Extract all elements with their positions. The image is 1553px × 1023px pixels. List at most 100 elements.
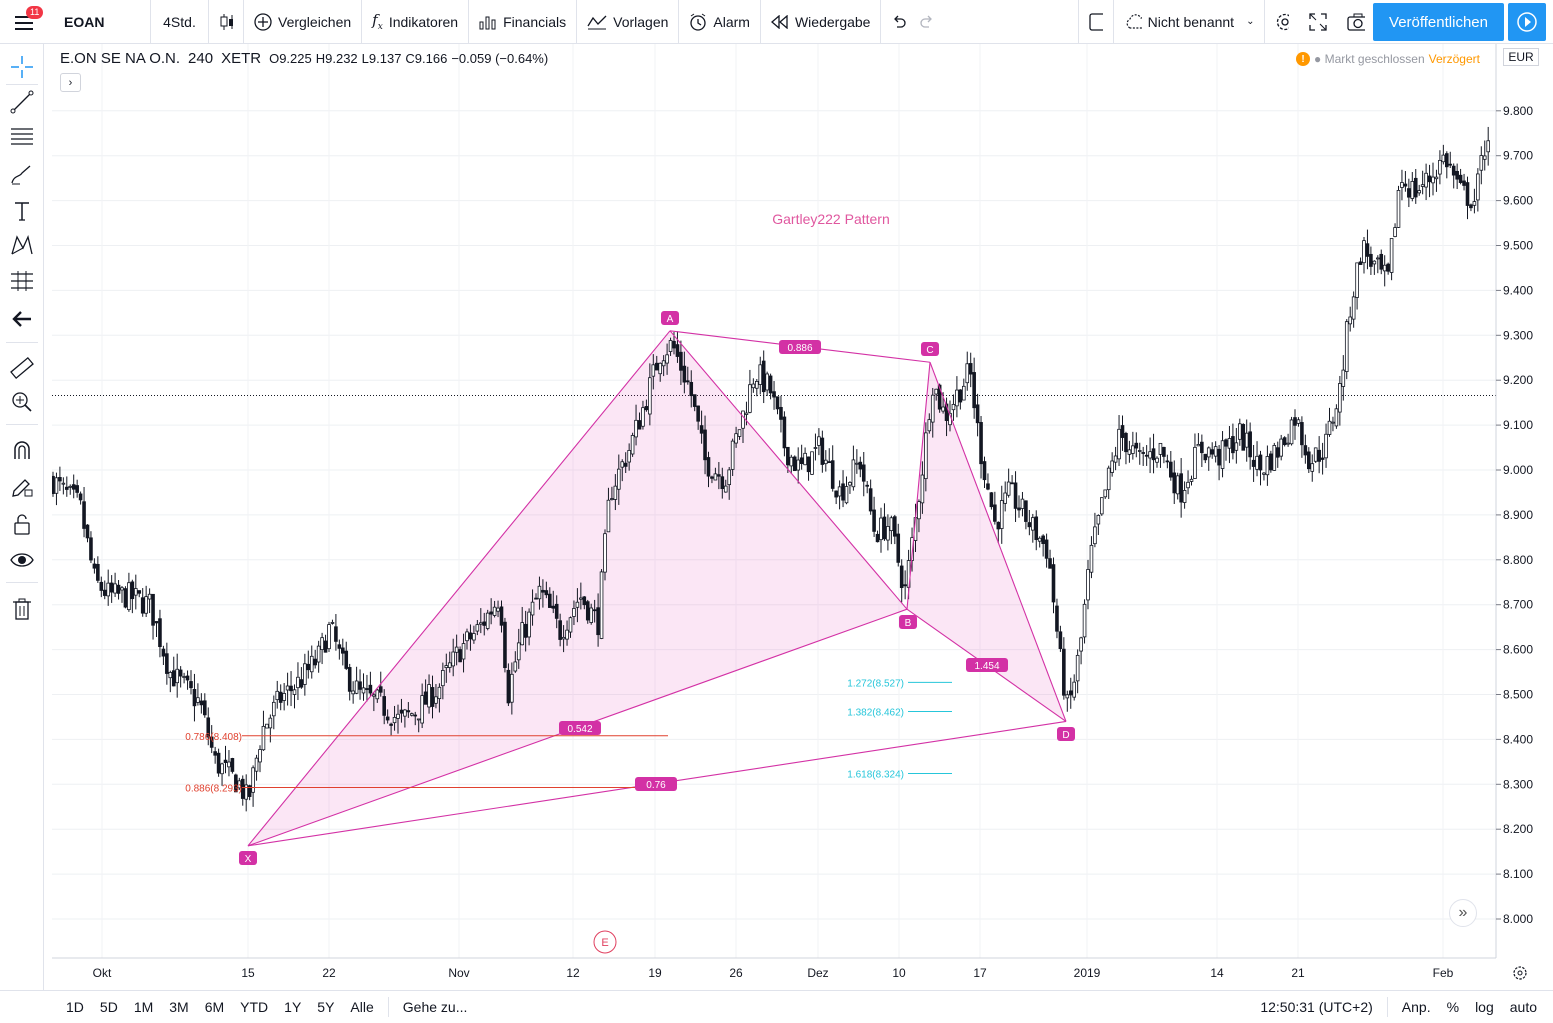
time-tick-label: Okt xyxy=(93,966,112,980)
candle-body xyxy=(675,344,680,357)
lock-drawings-tool[interactable] xyxy=(8,510,36,538)
percent-toggle[interactable]: % xyxy=(1446,999,1460,1015)
candle-body xyxy=(1413,177,1418,198)
legend-change: −0.059 (−0.64%) xyxy=(451,51,549,66)
trend-line-tool[interactable] xyxy=(8,88,36,116)
templates-button[interactable]: Vorlagen xyxy=(577,0,678,44)
range-5d[interactable]: 5D xyxy=(99,999,118,1015)
pattern-ratio-labels: 0.886 0.542 1.454 0.76 xyxy=(559,340,1008,791)
candle-body xyxy=(1376,257,1380,260)
adjust-toggle[interactable]: Anp. xyxy=(1401,999,1431,1015)
event-marker[interactable]: E xyxy=(593,930,617,954)
chart-style-button[interactable] xyxy=(209,0,243,44)
axis-settings-button[interactable] xyxy=(1513,966,1527,980)
candle-body xyxy=(796,459,800,471)
price-chart[interactable]: 0.786(8.408) 0.886(8.293) 1.272(8.527) 1.3… xyxy=(52,44,1553,990)
candle-body xyxy=(175,668,180,684)
pattern-point-bg xyxy=(1057,727,1075,741)
candle-body xyxy=(68,485,73,488)
candle-body xyxy=(1410,181,1415,199)
time-axis[interactable]: Okt 15 22 Nov 12 19 26 Dez 10 17 2019 14 21 Feb xyxy=(93,966,1454,980)
candle-body xyxy=(468,632,473,640)
candle-body xyxy=(1182,490,1187,503)
square-layout-icon xyxy=(1089,12,1104,31)
text-tool[interactable] xyxy=(8,197,36,225)
log-toggle[interactable]: log xyxy=(1475,999,1494,1015)
measure-tool[interactable] xyxy=(8,354,36,382)
candle-body xyxy=(133,588,138,596)
candle-body xyxy=(1438,159,1442,175)
time-tick-label: Dez xyxy=(807,966,828,980)
candle-body xyxy=(551,605,556,609)
keep-drawing-tool[interactable] xyxy=(8,473,36,501)
range-ytd[interactable]: YTD xyxy=(240,999,269,1015)
magnet-tool[interactable] xyxy=(8,437,36,465)
candle-body xyxy=(1358,261,1363,265)
range-5y[interactable]: 5Y xyxy=(317,999,335,1015)
candle-body xyxy=(817,436,821,446)
replay-button[interactable]: Wiedergabe xyxy=(761,0,881,44)
crosshair-tool[interactable] xyxy=(8,53,36,81)
range-1m[interactable]: 1M xyxy=(133,999,154,1015)
price-axis[interactable]: 8.000 8.100 8.200 8.300 8.400 8.500 8.600 8.700… xyxy=(1496,104,1533,926)
candle-body xyxy=(1251,459,1256,467)
redo-button[interactable] xyxy=(913,0,945,44)
undo-button[interactable] xyxy=(881,0,913,44)
compare-button[interactable]: Vergleichen xyxy=(244,0,361,44)
unlock-icon xyxy=(14,514,30,535)
candle-body xyxy=(458,649,462,663)
range-3m[interactable]: 3M xyxy=(169,999,189,1015)
legend-expand-button[interactable]: › xyxy=(60,73,81,92)
candle-body xyxy=(354,680,359,694)
snapshot-button[interactable] xyxy=(1337,0,1375,44)
fib-red-label: 0.786(8.408) xyxy=(185,732,242,743)
main-menu-button[interactable]: 11 xyxy=(0,0,50,44)
currency-label[interactable]: EUR xyxy=(1503,48,1539,66)
financials-button[interactable]: Financials xyxy=(469,0,576,44)
candle-body xyxy=(240,778,245,799)
pattern-point-bg xyxy=(239,851,257,865)
interval-button[interactable]: 4Std. xyxy=(163,13,196,30)
indicators-button[interactable]: fx Indikatoren xyxy=(362,0,468,44)
candle-body xyxy=(1255,455,1259,470)
range-1y[interactable]: 1Y xyxy=(284,999,302,1015)
zoom-tool[interactable] xyxy=(8,388,36,416)
candle-body xyxy=(820,437,825,465)
prediction-tool[interactable] xyxy=(8,267,36,295)
fib-red-label: 0.886(8.293) xyxy=(185,783,242,794)
alert-button[interactable]: Alarm xyxy=(679,0,760,44)
range-1d[interactable]: 1D xyxy=(66,999,84,1015)
top-toolbar: 11 EOAN 4Std. Vergleichen fx Indikatoren… xyxy=(0,0,1553,44)
market-status[interactable]: ! ● Markt geschlossen Verzögert xyxy=(1296,52,1480,66)
candle-body xyxy=(585,601,590,621)
scroll-to-realtime-button[interactable]: » xyxy=(1449,899,1477,927)
remove-drawings-tool[interactable] xyxy=(8,595,36,623)
fullscreen-button[interactable] xyxy=(1299,0,1337,44)
candle-body xyxy=(161,648,166,657)
auto-toggle[interactable]: auto xyxy=(1509,999,1537,1015)
candle-body xyxy=(1006,481,1011,496)
fib-retracement-tool[interactable] xyxy=(8,123,36,151)
candle-body xyxy=(1100,497,1104,515)
back-arrow-tool[interactable] xyxy=(8,305,36,333)
brush-tool[interactable] xyxy=(8,161,36,189)
goto-date-button[interactable]: Gehe zu... xyxy=(402,999,468,1015)
hide-drawings-tool[interactable] xyxy=(8,546,36,574)
candle-body xyxy=(278,691,283,703)
pattern-tool[interactable] xyxy=(8,231,36,259)
candle-body xyxy=(120,587,124,591)
settings-button[interactable] xyxy=(1265,0,1299,44)
publish-button[interactable]: Veröffentlichen xyxy=(1373,3,1504,41)
pattern-point-x: X xyxy=(239,851,257,865)
compare-label: Vergleichen xyxy=(278,13,352,30)
save-layout-button[interactable]: Nicht benannt ⌄ xyxy=(1114,0,1264,44)
range-6m[interactable]: 6M xyxy=(204,999,225,1015)
symbol-search-button[interactable]: EOAN xyxy=(64,13,105,30)
pattern-point-d: D xyxy=(1057,727,1075,741)
timezone-clock[interactable]: 12:50:31 (UTC+2) xyxy=(1260,999,1373,1015)
layout-select-button[interactable] xyxy=(1079,0,1113,44)
play-button[interactable] xyxy=(1508,3,1546,41)
candle-body xyxy=(920,474,925,504)
range-alle[interactable]: Alle xyxy=(350,999,374,1015)
candle-body xyxy=(979,422,983,465)
